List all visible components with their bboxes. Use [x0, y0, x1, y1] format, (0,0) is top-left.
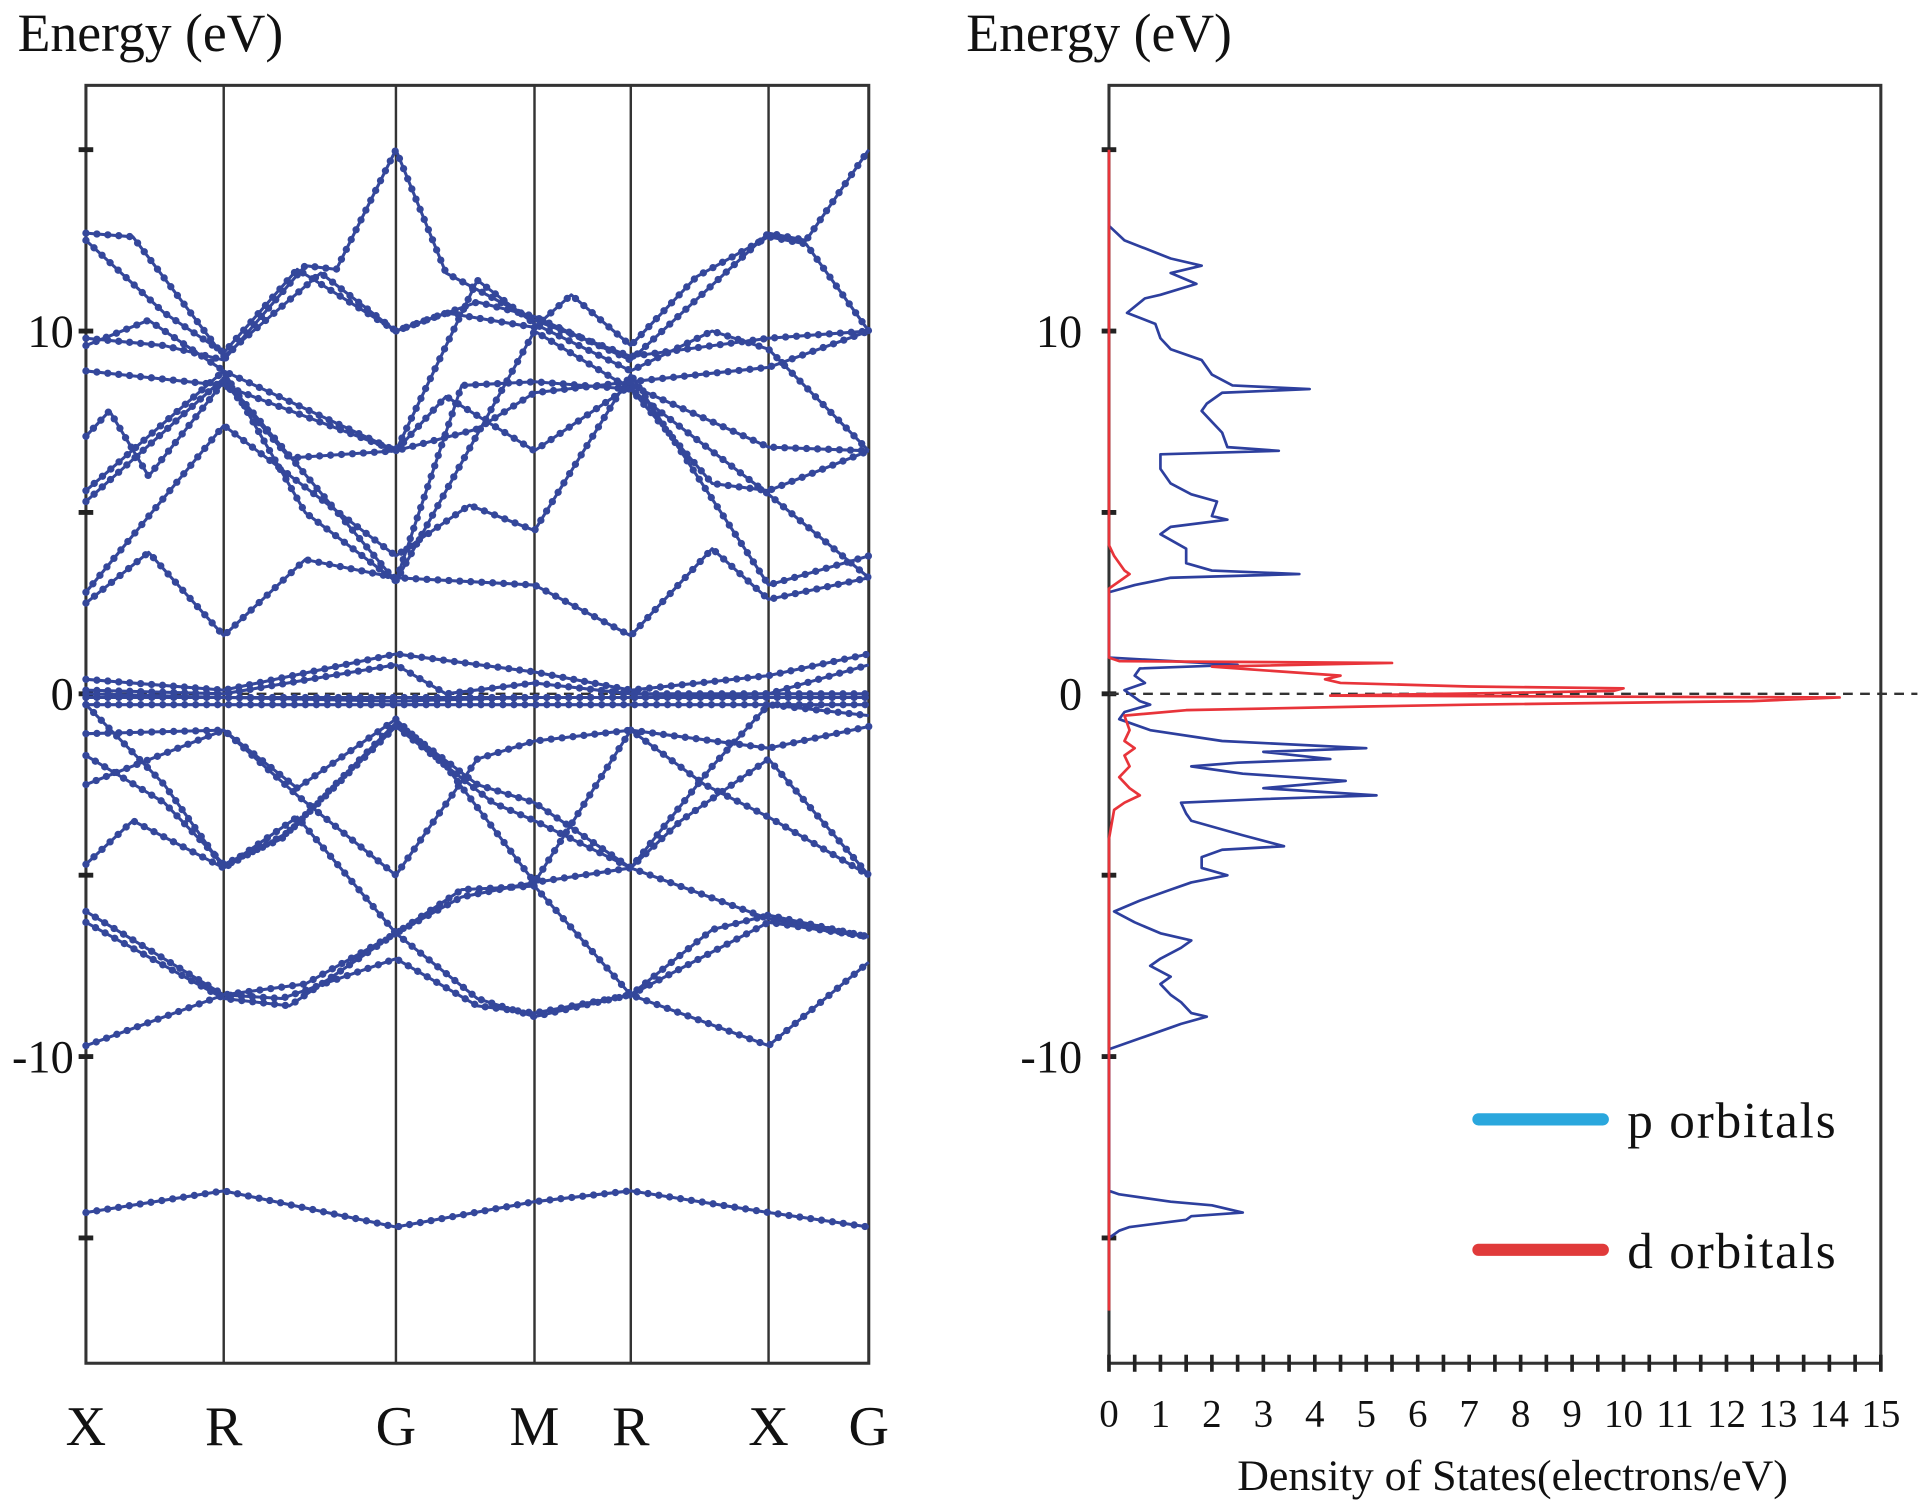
legend-label: d orbitals	[1627, 1223, 1837, 1280]
band-points	[82, 700, 873, 873]
x-tick-label: 12	[1707, 1393, 1746, 1436]
kpoint-label: M	[510, 1396, 560, 1458]
x-tick-label: 1	[1151, 1393, 1171, 1436]
band-points	[82, 954, 873, 1050]
x-tick-label: 3	[1254, 1393, 1274, 1436]
y-tick-label: 0	[51, 670, 74, 721]
band-points	[82, 1187, 873, 1231]
p-orbital-dos-line	[1107, 211, 1378, 1240]
dos-plot-ylabel: Energy (eV)	[966, 3, 1232, 63]
kpoint-label: X	[748, 1396, 789, 1458]
band-plot-ylabel: Energy (eV)	[18, 3, 284, 63]
x-tick-label: 14	[1810, 1393, 1849, 1436]
dos-plot-frame	[1107, 83, 1883, 1365]
band-points	[82, 717, 873, 879]
band-line	[84, 369, 870, 583]
band-points	[82, 690, 873, 705]
x-tick-label: 2	[1202, 1393, 1222, 1436]
band-points	[82, 650, 873, 694]
band-points	[82, 232, 873, 358]
dos-plot: 100-100 1 2 3 4 5 6 7 8 9 10 11 12 13 14 15p orbitalsd …	[1020, 83, 1918, 1436]
kpoint-label: X	[66, 1396, 107, 1458]
y-tick-label: -10	[12, 1032, 74, 1083]
band-line	[85, 652, 870, 692]
x-tick-label: 0	[1099, 1393, 1119, 1436]
band-points	[82, 812, 873, 1000]
band-points	[82, 864, 873, 999]
y-tick-label: 0	[1059, 670, 1082, 721]
kpoint-label: R	[612, 1396, 650, 1458]
x-tick-label: 10	[1604, 1393, 1643, 1436]
x-tick-label: 4	[1305, 1393, 1325, 1436]
legend: p orbitals d orbitals	[1472, 1093, 1837, 1280]
kpoint-label: G	[376, 1396, 417, 1458]
y-tick-label: 10	[27, 307, 73, 358]
band-points	[82, 140, 873, 365]
x-tick-label: 15	[1861, 1393, 1900, 1436]
legend-label: p orbitals	[1627, 1093, 1837, 1150]
band-points	[82, 365, 873, 588]
y-tick-label: -10	[1020, 1032, 1082, 1083]
x-tick-label: 8	[1511, 1393, 1531, 1436]
x-tick-label: 6	[1408, 1393, 1428, 1436]
x-tick-label: 13	[1758, 1393, 1797, 1436]
kpoint-label: G	[849, 1396, 890, 1458]
band-points	[82, 376, 873, 483]
y-tick-label: 10	[1036, 307, 1082, 358]
band-points	[82, 327, 873, 455]
x-tick-label: 11	[1656, 1393, 1694, 1436]
kpoint-label: R	[205, 1396, 243, 1458]
x-tick-label: 7	[1459, 1393, 1479, 1436]
band-points	[82, 325, 873, 588]
band-points	[82, 367, 873, 596]
band-points	[82, 146, 873, 365]
d-orbital-dos-line	[1107, 149, 1841, 1311]
x-tick-label: 9	[1562, 1393, 1582, 1436]
band-points	[82, 543, 873, 641]
band-line	[85, 920, 869, 1019]
x-tick-label: 5	[1357, 1393, 1377, 1436]
dos-plot-xlabel: Density of States(electrons/eV)	[1237, 1452, 1788, 1500]
